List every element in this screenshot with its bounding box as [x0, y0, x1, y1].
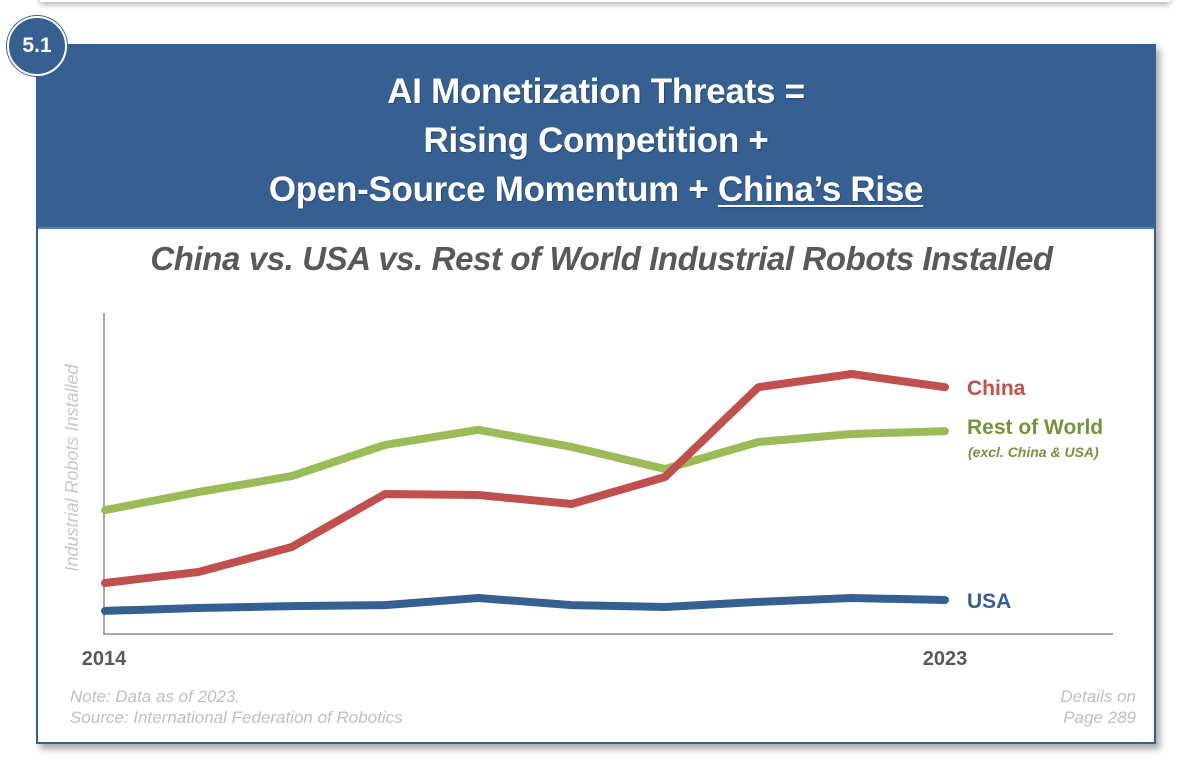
footnote-note: Note: Data as of 2023.	[70, 687, 241, 706]
page-reference-line-2: Page 289	[1063, 708, 1136, 727]
section-badge: 5.1	[7, 16, 67, 76]
series-line-usa	[101, 594, 949, 615]
header-underlined-text: China’s Rise	[717, 170, 924, 209]
series-label-china: China	[967, 377, 1026, 400]
series-line-rest-of-world	[101, 425, 949, 515]
page-reference: Details on Page 289	[1060, 686, 1136, 728]
previous-card-edge	[40, 0, 1170, 2]
header-line-3-prefix: Open-Source Momentum +	[268, 170, 718, 209]
footnote: Note: Data as of 2023. Source: Internati…	[70, 686, 403, 728]
slide-card: AI Monetization Threats = Rising Competi…	[36, 44, 1156, 744]
series-line-china	[101, 370, 949, 587]
x-tick-label-first: 2014	[82, 648, 127, 670]
header-line-1: AI Monetization Threats =	[387, 72, 805, 111]
page-reference-line-1: Details on	[1060, 687, 1136, 706]
header-line-2: Rising Competition +	[423, 121, 769, 160]
chart-title: China vs. USA vs. Rest of World Industri…	[150, 240, 1053, 277]
series-sublabel-rest-of-world: (excl. China & USA)	[968, 444, 1099, 460]
footnote-source: Source: International Federation of Robo…	[70, 708, 403, 727]
y-axis-label: Industrial Robots Installed	[62, 363, 82, 571]
header-line-3: Open-Source Momentum + China’s Rise	[38, 165, 1154, 214]
series-label-usa: USA	[967, 590, 1011, 613]
header-banner: AI Monetization Threats = Rising Competi…	[38, 46, 1154, 229]
series-label-rest-of-world: Rest of World	[967, 416, 1103, 439]
x-tick-label-last: 2023	[923, 648, 968, 670]
